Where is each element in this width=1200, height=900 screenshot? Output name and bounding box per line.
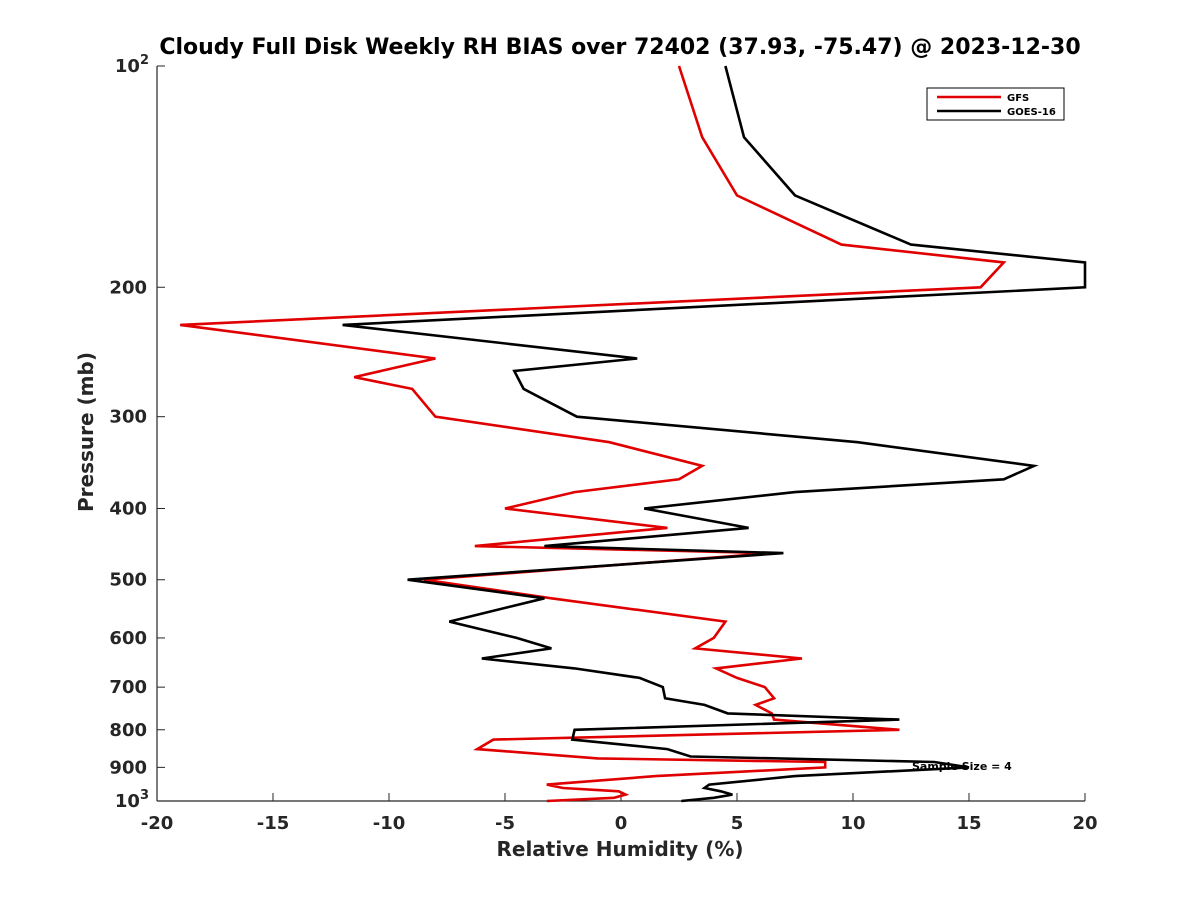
y-tick-label: 600 — [109, 628, 147, 649]
x-tick-label: -20 — [141, 813, 174, 834]
y-tick-label: 103 — [115, 788, 149, 812]
x-tick-label: -15 — [257, 813, 290, 834]
y-axis-label: Pressure (mb) — [74, 352, 98, 512]
y-tick-label: 300 — [109, 407, 147, 428]
y-tick-label: 800 — [109, 720, 147, 741]
y-tick-label: 700 — [109, 677, 147, 698]
x-tick-label: 15 — [956, 813, 981, 834]
sample-size-annotation: Sample Size = 4 — [912, 760, 1012, 773]
legend: GFS GOES-16 — [926, 87, 1065, 121]
series-line-gfs — [180, 65, 1007, 803]
x-tick-label: 10 — [840, 813, 865, 834]
x-tick-label: 5 — [731, 813, 744, 834]
y-tick-label: 900 — [109, 757, 147, 778]
x-axis-label: Relative Humidity (%) — [496, 837, 743, 861]
y-tick-label: 200 — [109, 277, 147, 298]
x-tick-label: -5 — [495, 813, 515, 834]
x-tick-label: 20 — [1072, 813, 1097, 834]
y-tick-label: 500 — [109, 570, 147, 591]
y-tick-label: 102 — [115, 53, 149, 77]
x-tick-label: -10 — [373, 813, 406, 834]
series-line-goes-16 — [342, 65, 1087, 803]
chart-title: Cloudy Full Disk Weekly RH BIAS over 724… — [159, 35, 1080, 60]
legend-box — [926, 87, 1065, 121]
legend-label: GFS — [1007, 93, 1029, 104]
y-tick-label: 400 — [109, 499, 147, 520]
plot-area: -20 -15 -10 -5 0 5 10 15 20 102 200 300 400 500 600 700… — [109, 53, 1097, 834]
legend-label: GOES-16 — [1007, 107, 1056, 118]
x-tick-label: 0 — [615, 813, 628, 834]
